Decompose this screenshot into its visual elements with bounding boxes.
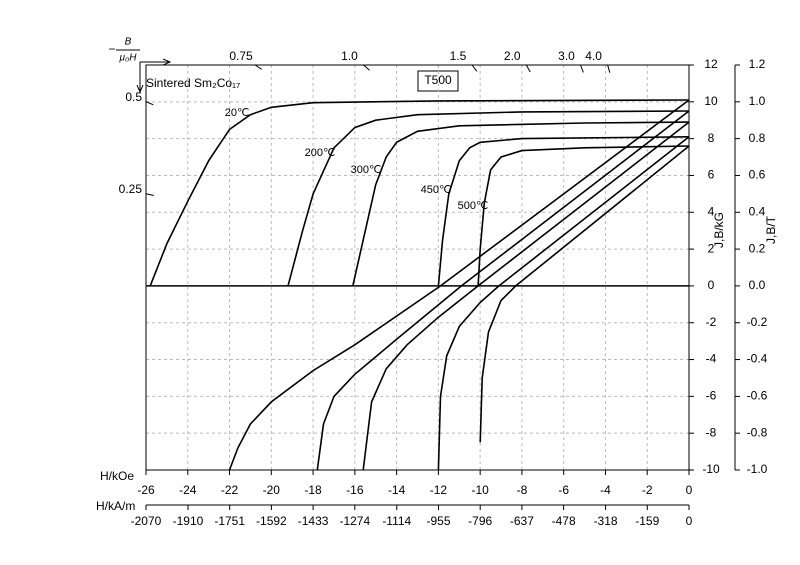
b-curve (479, 145, 690, 443)
x2-tick-label: -1274 (339, 514, 370, 528)
y-tick-label: -2 (706, 315, 717, 329)
permeance-tick (580, 64, 584, 73)
x2-tick-label: -955 (426, 514, 450, 528)
y-tick-label: 6 (708, 168, 715, 182)
j-curve (437, 136, 690, 286)
permeance-tick-label: 0.75 (229, 49, 253, 63)
grade-label: T500 (424, 73, 452, 87)
x-tick-label: -24 (179, 483, 197, 497)
permeance-tick-label: 3.0 (558, 49, 575, 63)
x2-tick-label: -796 (468, 514, 492, 528)
y-tick-label: 4 (708, 204, 715, 218)
y-tick-label: -10 (702, 462, 720, 476)
x-tick-label: -26 (137, 483, 155, 497)
x2-tick-label: -159 (635, 514, 659, 528)
permeance-tick (471, 64, 478, 72)
x-tick-label: -2 (642, 483, 653, 497)
x-tick-label: -18 (304, 483, 322, 497)
x-tick-label: -6 (558, 483, 569, 497)
plot-frame (145, 64, 690, 471)
x2-tick-label: -1114 (382, 514, 411, 528)
series-label: 500℃ (458, 200, 489, 212)
y2-tick-label: -0.6 (747, 389, 768, 403)
permeance-tick (525, 64, 531, 73)
y-tick-label: 2 (708, 241, 715, 255)
series-label: 200℃ (305, 147, 336, 159)
permeance-sign: − (108, 42, 115, 56)
y2-tick-label: -0.4 (747, 352, 768, 366)
x-tick-label: -16 (346, 483, 364, 497)
x-tick-label: -20 (263, 483, 281, 497)
permeance-tick (607, 64, 611, 73)
permeance-tick-label: 1.0 (341, 49, 358, 63)
permeance-tick (145, 193, 154, 196)
j-curve (287, 110, 690, 287)
y2-axis-title: J,B/T (764, 215, 778, 244)
x2-tick-label: -318 (594, 514, 618, 528)
x-tick-label: -12 (430, 483, 448, 497)
y-tick-label: 10 (704, 94, 718, 108)
x2-axis-title: H/kA/m (96, 499, 135, 513)
permeance-tick-label: 0.5 (125, 90, 142, 104)
j-curve (149, 99, 690, 287)
series-label: 300℃ (351, 164, 382, 176)
x-tick-label: -10 (471, 483, 489, 497)
permeance-tick-label: 0.25 (119, 182, 143, 196)
permeance-tick-label: 4.0 (585, 49, 602, 63)
permeance-denominator: μ₀H (119, 53, 138, 64)
permeance-tick-label: 2.0 (504, 49, 521, 63)
x2-tick-label: -1751 (214, 514, 245, 528)
series-label: 450℃ (421, 184, 452, 196)
y2-tick-label: -1.0 (747, 462, 768, 476)
x-tick-label: 0 (686, 483, 693, 497)
series-label: 20℃ (225, 107, 250, 119)
y2-tick-label: 1.0 (749, 94, 766, 108)
y2-tick-label: 0.8 (749, 131, 766, 145)
j-curve (477, 145, 690, 286)
y2-tick-label: 1.2 (749, 57, 766, 71)
x-tick-label: -14 (388, 483, 406, 497)
y-tick-label: -6 (706, 389, 717, 403)
x2-tick-label: -637 (510, 514, 534, 528)
material-label: Sintered Sm₂Co₁₇ (146, 76, 240, 90)
y-tick-label: 8 (708, 131, 715, 145)
y2-tick-label: 0.0 (749, 278, 766, 292)
permeance-numerator: B (125, 37, 132, 48)
y2-tick-label: -0.8 (747, 425, 768, 439)
x-tick-label: -22 (221, 483, 239, 497)
x2-tick-label: -478 (552, 514, 576, 528)
y2-tick-label: 0.6 (749, 168, 766, 182)
y-axis-title: J,B/kG (712, 212, 726, 248)
permeance-tick (254, 64, 262, 70)
b-curve (228, 99, 690, 471)
x-axis-title: H/kOe (100, 469, 134, 483)
b-curve (437, 136, 690, 471)
x2-tick-label: -1592 (256, 514, 287, 528)
x2-tick-label: -1910 (173, 514, 204, 528)
y2-tick-label: 0.4 (749, 204, 766, 218)
y-tick-label: -8 (706, 425, 717, 439)
permeance-tick (145, 101, 154, 106)
permeance-tick-label: 1.5 (450, 49, 467, 63)
x2-tick-label: -1433 (298, 514, 329, 528)
y2-tick-label: 0.2 (749, 241, 766, 255)
x-tick-label: -4 (600, 483, 611, 497)
x-tick-label: -8 (517, 483, 528, 497)
y-tick-label: 12 (704, 57, 718, 71)
y-tick-label: -4 (706, 352, 717, 366)
x2-tick-label: 0 (686, 514, 693, 528)
b-curve (316, 110, 690, 471)
permeance-tick (363, 64, 370, 71)
j-curve (352, 121, 690, 287)
x2-tick-label: -2070 (131, 514, 162, 528)
y2-tick-label: -0.2 (747, 315, 768, 329)
y-tick-label: 0 (708, 278, 715, 292)
